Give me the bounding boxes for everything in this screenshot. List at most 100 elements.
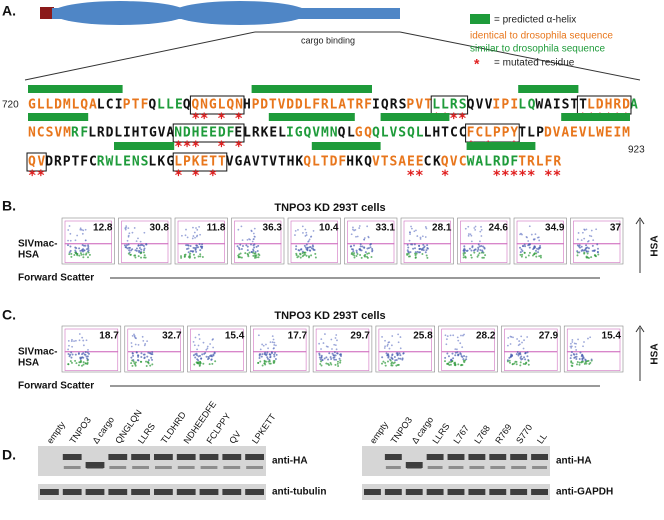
gate — [403, 243, 451, 263]
event-dot — [517, 352, 520, 355]
event-dot — [387, 341, 390, 344]
event-dot — [127, 234, 130, 237]
event-dot — [146, 355, 149, 358]
band — [177, 466, 195, 469]
event-dot — [359, 249, 362, 252]
event-dot — [573, 353, 576, 356]
event-dot — [301, 225, 304, 228]
event-dot — [70, 361, 73, 364]
event-dot — [295, 245, 298, 248]
plot-frame — [61, 325, 122, 373]
sequence-segment: QLVSQL — [372, 126, 424, 141]
event-dot — [398, 352, 401, 355]
event-dot — [534, 249, 537, 252]
event-dot — [314, 252, 317, 255]
event-dot — [406, 243, 409, 246]
gate — [460, 220, 508, 245]
event-dot — [585, 228, 588, 231]
event-dot — [70, 255, 73, 258]
event-dot — [148, 352, 151, 355]
event-dot — [334, 363, 337, 366]
event-dot — [587, 250, 590, 253]
event-dot — [246, 252, 249, 255]
event-dot — [191, 237, 194, 240]
event-dot — [147, 362, 150, 365]
event-dot — [85, 252, 88, 255]
lane-label: LLRS — [136, 421, 157, 445]
event-dot — [525, 236, 528, 238]
event-dot — [305, 243, 308, 246]
event-dot — [135, 337, 137, 340]
event-dot — [466, 249, 469, 252]
event-dot — [254, 252, 257, 255]
event-dot — [355, 235, 357, 238]
band — [108, 454, 128, 460]
gate — [504, 328, 558, 353]
event-dot — [74, 249, 77, 252]
event-dot — [79, 252, 82, 255]
event-dot — [527, 254, 530, 257]
event-dot — [325, 356, 328, 359]
event-dot — [517, 344, 520, 347]
event-dot — [451, 352, 454, 355]
event-dot — [527, 363, 530, 366]
panel-label: C. — [2, 307, 16, 323]
event-dot — [526, 355, 529, 358]
event-dot — [208, 363, 211, 366]
event-dot — [81, 356, 84, 359]
event-dot — [575, 342, 577, 345]
sequence-segment: FCLPPY — [467, 126, 519, 141]
event-dot — [78, 361, 81, 364]
event-dot — [582, 345, 584, 348]
event-dot — [385, 352, 388, 355]
band — [176, 489, 196, 495]
event-dot — [70, 356, 73, 359]
event-dot — [202, 341, 205, 344]
event-dot — [74, 239, 77, 242]
event-dot — [584, 359, 587, 362]
event-dot — [82, 344, 85, 347]
event-dot — [195, 352, 198, 355]
event-dot — [86, 363, 89, 366]
event-dot — [426, 247, 429, 250]
event-dot — [237, 228, 240, 231]
event-dot — [151, 353, 154, 356]
legend-star: * — [474, 56, 480, 72]
event-dot — [454, 354, 457, 357]
event-dot — [205, 348, 208, 351]
event-dot — [506, 344, 509, 347]
event-dot — [535, 252, 538, 255]
event-dot — [267, 360, 270, 363]
event-dot — [526, 351, 529, 354]
event-dot — [143, 256, 146, 259]
event-dot — [274, 351, 277, 354]
event-dot — [240, 225, 243, 228]
band — [426, 489, 444, 495]
event-dot — [478, 245, 481, 248]
event-dot — [409, 233, 411, 236]
event-dot — [358, 225, 361, 227]
event-dot — [449, 334, 452, 337]
event-dot — [139, 244, 142, 247]
flow-panel-c: TNPO3 KD 293T cellsSIVmac-HSAempty18.7TN… — [18, 310, 661, 392]
event-dot — [205, 355, 208, 358]
event-dot — [128, 232, 131, 235]
gate — [573, 243, 621, 263]
band — [405, 462, 423, 468]
event-dot — [241, 244, 244, 247]
event-dot — [237, 254, 240, 257]
event-dot — [181, 234, 183, 237]
event-dot — [188, 256, 191, 259]
band — [490, 466, 506, 469]
event-dot — [140, 352, 143, 355]
event-dot — [353, 244, 356, 247]
event-dot — [425, 249, 428, 252]
event-dot — [477, 246, 480, 249]
blot-label: anti-GAPDH — [556, 487, 613, 498]
event-dot — [338, 357, 341, 360]
event-dot — [261, 343, 264, 346]
event-dot — [188, 254, 191, 257]
percent-positive: 15.4 — [602, 331, 622, 342]
event-dot — [460, 334, 462, 337]
